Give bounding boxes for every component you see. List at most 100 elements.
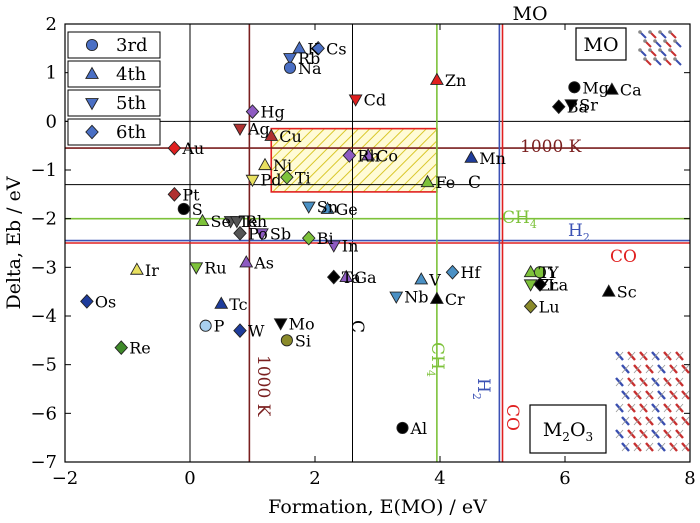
point-rh-32 [342, 148, 357, 163]
ref-label-co: CO [610, 247, 637, 267]
point-label-cs-2: Cs [326, 39, 346, 58]
y-tick-label-0: 0 [46, 111, 57, 132]
point-label-zr-43: Zr [539, 275, 558, 294]
point-label-au-13: Au [181, 139, 204, 158]
x-tick-label--2: −2 [52, 468, 79, 489]
point-label-hf-38: Hf [461, 263, 482, 282]
x-tick-label-4: 4 [434, 468, 445, 489]
point-label-ba-9: Ba [567, 98, 589, 117]
crystal-m2o3-link [633, 390, 642, 400]
legend-marker-3rd [85, 38, 99, 52]
point-label-sb-27: Sb [270, 224, 291, 243]
point-p-50 [199, 319, 212, 332]
point-label-si-53: Si [295, 331, 311, 350]
crystal-m2o3-link [639, 403, 648, 413]
point-label-bi-30: Bi [317, 229, 334, 248]
point-sb-27 [254, 228, 269, 241]
point-nb-39 [389, 291, 404, 304]
point-zr-43 [523, 279, 538, 292]
point-tc-49 [214, 296, 229, 309]
point-fe-23 [420, 174, 435, 188]
point-label-fe-23: Fe [436, 173, 456, 192]
ref-label-1000-k: 1000 K [520, 137, 582, 157]
legend-marker-4th [85, 66, 99, 79]
crystal-m2o3-link [621, 416, 630, 426]
point-ga-36 [339, 269, 354, 282]
legend: 3rd 4th 5th 6th [67, 31, 161, 146]
crystal-m2o3-link [657, 416, 666, 426]
point-as-26 [239, 255, 254, 268]
point-rh-18 [229, 216, 244, 229]
point-au-13 [167, 140, 182, 156]
inset-m2o3-label: M2O3 [543, 419, 593, 444]
point-label-mg-7: Mg [582, 78, 609, 97]
point-k-0 [292, 40, 307, 54]
point-label-cd-5: Cd [364, 90, 386, 109]
point-si-53 [280, 334, 293, 347]
legend-label-6th: 6th [116, 122, 147, 143]
point-in-31 [326, 240, 341, 253]
crystal-m2o3-link [669, 442, 678, 452]
point-v-37 [414, 272, 429, 285]
point-label-cr-40: Cr [445, 290, 465, 309]
point-lu-45 [523, 298, 538, 314]
point-bi-30 [301, 230, 316, 246]
legend-marker-6th [85, 124, 99, 140]
point-mn-34 [464, 150, 479, 163]
crystal-m2o3-link [645, 416, 654, 426]
crystal-m2o3-link [651, 403, 660, 413]
highlight-box-layer [270, 127, 438, 193]
crystal-mo-atom [648, 48, 652, 52]
x-tick-label-8: 8 [684, 468, 695, 489]
crystal-m2o3-link [627, 403, 636, 413]
legend-label-4th: 4th [116, 64, 147, 85]
point-label-ti-41: Ti [539, 263, 555, 282]
inset-mo-box [575, 27, 627, 61]
point-label-nb-39: Nb [404, 288, 428, 307]
y-axis-label: Delta, Eb / eV [3, 176, 25, 309]
point-label-sn-28: Sn [317, 198, 338, 217]
point-ta-35 [326, 269, 341, 285]
legend-label-5th: 5th [116, 93, 147, 114]
point-label-cu-12: Cu [279, 127, 302, 146]
inset-m2o3-box [529, 404, 607, 454]
legend-label-3rd: 3rd [116, 35, 148, 56]
crystal-mo-atom [663, 57, 667, 61]
point-label-ge-29: Ge [336, 200, 358, 219]
point-label-w-51: W [248, 322, 265, 341]
y-tick-label--6: −6 [30, 403, 57, 424]
crystal-m2o3-link [645, 442, 654, 452]
ref-label-ch4: CH4 [502, 208, 537, 231]
point-label-ag-11: Ag [247, 120, 270, 139]
black-line-label-1: C [468, 173, 481, 193]
point-label-ni-21: Ni [273, 156, 292, 175]
point-label-s-15: S [192, 200, 203, 219]
ref-label-h2: H2 [568, 221, 590, 244]
point-po-19 [233, 225, 247, 241]
point-label-lu-45: Lu [539, 297, 560, 316]
top-label: MO [512, 3, 547, 25]
crystal-m2o3-link [621, 364, 630, 374]
crystal-m2o3-link [675, 351, 684, 361]
crystal-m2o3-link [627, 377, 636, 387]
point-label-al-54: Al [410, 419, 428, 438]
reference-lines-layer [65, 24, 690, 462]
y-tick-label--5: −5 [30, 355, 57, 376]
point-label-po-19: Po [248, 224, 268, 243]
crystal-mo-atom [668, 30, 672, 34]
point-ti-22 [280, 169, 294, 185]
crystal-m2o3-link [681, 416, 690, 426]
point-ir-24 [129, 262, 144, 275]
crystal-m2o3-link [639, 377, 648, 387]
inset-mo-label: MO [583, 34, 618, 56]
crystal-m2o3-link [663, 403, 672, 413]
point-sc-46 [601, 284, 616, 297]
crystal-mo-atom [643, 57, 647, 61]
point-label-pt-14: Pt [182, 185, 200, 204]
point-co-33 [361, 148, 376, 161]
point-label-te-17: Te [239, 212, 258, 231]
y-tick-label--4: −4 [30, 306, 57, 327]
crystal-mo-atom [653, 39, 657, 43]
crystal-m2o3-link [615, 403, 624, 413]
